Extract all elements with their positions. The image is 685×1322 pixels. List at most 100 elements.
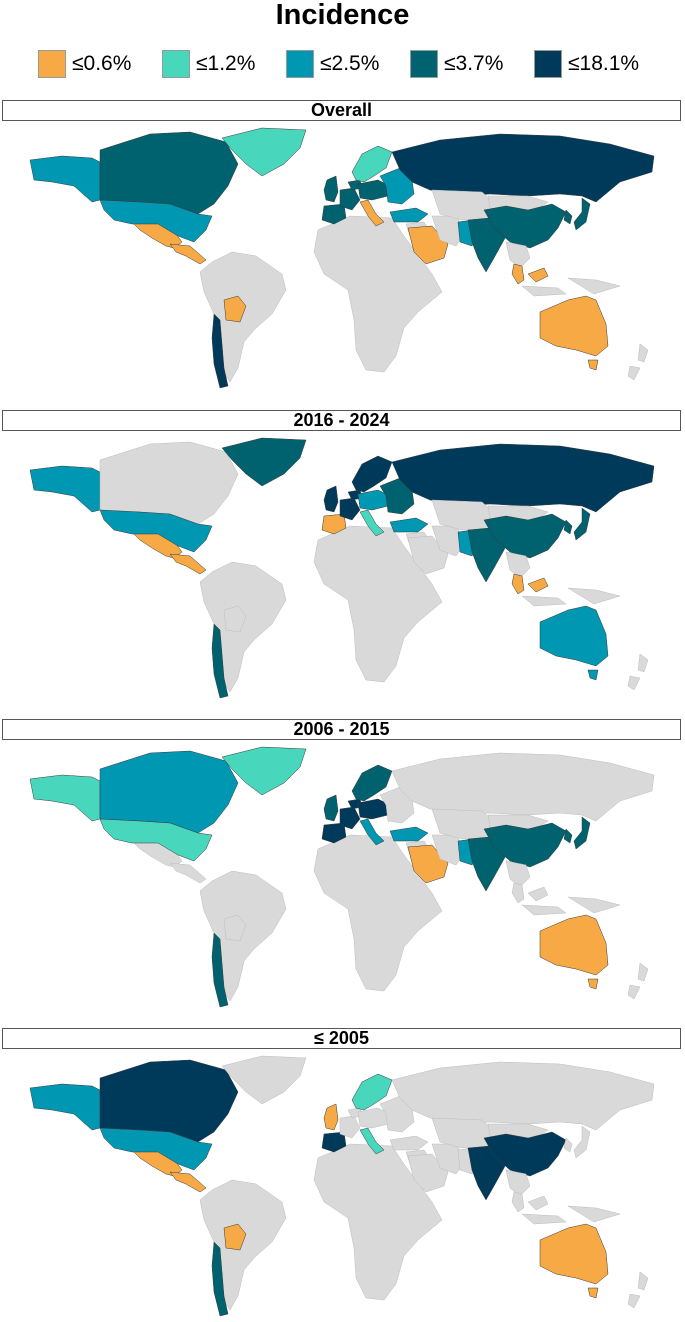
region-australia — [539, 1223, 609, 1285]
region-indonesia — [521, 277, 621, 297]
region-turkey — [389, 207, 429, 223]
region-chile — [211, 932, 229, 1008]
map-svg — [29, 1055, 655, 1317]
region-turkey — [389, 1135, 429, 1151]
region-africa — [313, 1143, 443, 1301]
region-bolivia — [223, 914, 247, 942]
region-alaska — [29, 774, 101, 822]
panel-title-overall: Overall — [2, 100, 681, 121]
panel-title-2006-2015: 2006 - 2015 — [2, 719, 681, 740]
region-saudi — [407, 844, 449, 884]
region-uk — [323, 794, 339, 822]
legend-label-3: ≤2.5% — [320, 52, 380, 75]
legend-swatch-2 — [162, 50, 190, 78]
region-korea-japan — [563, 197, 591, 231]
region-saudi — [407, 535, 449, 575]
region-france — [339, 187, 361, 211]
legend-swatch-1 — [38, 50, 66, 78]
region-france — [339, 806, 361, 830]
world-map-2005-and-earlier — [0, 1052, 685, 1322]
region-se-asia — [505, 241, 531, 269]
region-china — [483, 513, 567, 559]
region-se-asia — [505, 860, 531, 888]
region-saudi — [407, 225, 449, 265]
region-greenland — [221, 1055, 307, 1105]
region-korea-japan — [563, 1125, 591, 1159]
region-france — [339, 497, 361, 521]
map-title: Incidence — [275, 0, 410, 31]
region-scandinavia — [351, 764, 393, 802]
region-new-zealand — [627, 1271, 649, 1309]
region-saudi — [407, 1153, 449, 1193]
region-uk — [323, 1103, 339, 1131]
region-malaysia — [511, 573, 549, 595]
map-svg — [29, 127, 655, 389]
region-se-asia — [505, 1169, 531, 1197]
world-map-2006-2015 — [0, 743, 685, 1013]
legend-swatch-3 — [286, 50, 314, 78]
region-scandinavia — [351, 1073, 393, 1111]
region-australia — [539, 295, 609, 357]
map-svg — [29, 437, 655, 699]
region-turkey — [389, 517, 429, 533]
legend: ≤0.6% ≤1.2% ≤2.5% ≤3.7% ≤18.1% — [0, 46, 685, 82]
region-usa — [99, 1127, 213, 1171]
legend-label-4: ≤3.7% — [444, 52, 504, 75]
region-africa — [313, 525, 443, 683]
region-italy — [359, 1127, 385, 1155]
region-new-zealand — [627, 962, 649, 1000]
region-south-america — [199, 251, 287, 383]
region-bolivia — [223, 295, 247, 323]
region-alaska — [29, 465, 101, 513]
region-china — [483, 203, 567, 249]
region-usa — [99, 199, 213, 243]
region-indonesia — [521, 896, 621, 916]
region-south-america — [199, 561, 287, 693]
region-australia — [539, 914, 609, 976]
region-uk — [323, 175, 339, 203]
region-tasmania — [587, 359, 599, 371]
world-map-2016-2024 — [0, 434, 685, 704]
region-africa — [313, 834, 443, 992]
legend-label-1: ≤0.6% — [72, 52, 132, 75]
region-korea-japan — [563, 816, 591, 850]
legend-swatch-4 — [410, 50, 438, 78]
region-australia — [539, 605, 609, 667]
region-central-america — [169, 243, 207, 265]
panel-title-2005-and-earlier: ≤ 2005 — [2, 1028, 681, 1049]
region-tasmania — [587, 1287, 599, 1299]
region-chile — [211, 623, 229, 699]
region-greenland — [221, 746, 307, 796]
region-chile — [211, 1241, 229, 1317]
region-italy — [359, 818, 385, 846]
region-malaysia — [511, 263, 549, 285]
region-central-america — [169, 553, 207, 575]
region-south-america — [199, 1179, 287, 1311]
region-africa — [313, 215, 443, 373]
region-greenland — [221, 127, 307, 177]
region-russia — [391, 1061, 655, 1131]
region-alaska — [29, 1083, 101, 1131]
legend-label-5: ≤18.1% — [568, 52, 640, 75]
region-scandinavia — [351, 145, 393, 183]
region-china — [483, 1131, 567, 1177]
world-map-overall — [0, 124, 685, 394]
region-chile — [211, 313, 229, 389]
region-russia — [391, 443, 655, 513]
region-turkey — [389, 826, 429, 842]
region-usa — [99, 818, 213, 862]
region-alaska — [29, 155, 101, 203]
region-central-america — [169, 1171, 207, 1193]
region-usa — [99, 509, 213, 553]
region-bolivia — [223, 1223, 247, 1251]
region-russia — [391, 752, 655, 822]
region-italy — [359, 509, 385, 537]
legend-swatch-5 — [534, 50, 562, 78]
region-tasmania — [587, 978, 599, 990]
region-new-zealand — [627, 343, 649, 381]
map-svg — [29, 746, 655, 1008]
region-italy — [359, 199, 385, 227]
region-korea-japan — [563, 507, 591, 541]
region-malaysia — [511, 882, 549, 904]
region-indonesia — [521, 1205, 621, 1225]
